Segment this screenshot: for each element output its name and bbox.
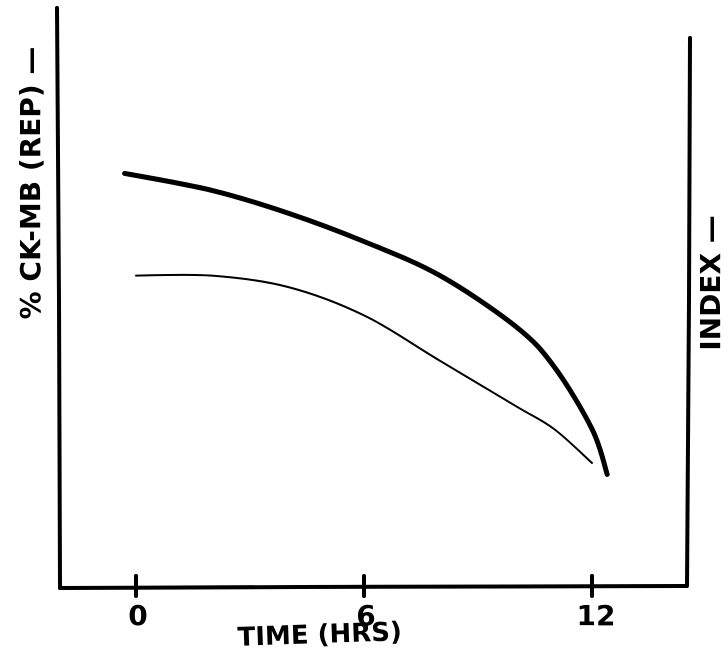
left-y-axis: [55, 6, 62, 590]
left-y-axis-label: % CK-MB (REP) —: [14, 47, 47, 320]
x-tick-label-6: 6: [356, 599, 375, 632]
series-group: [122, 170, 610, 477]
x-axis-label: TIME (HRS): [237, 617, 402, 653]
right-y-axis: [685, 36, 692, 588]
x-axis: [58, 584, 688, 590]
lower-series-line: [135, 273, 593, 464]
x-tick-labels: 0 6 12: [128, 599, 615, 632]
x-tick-marks: [134, 574, 594, 598]
axes: [55, 6, 692, 590]
x-tick-label-0: 0: [128, 599, 147, 632]
upper-series-line: [122, 170, 610, 477]
x-tick-label-12: 12: [577, 599, 616, 632]
right-y-axis-label: INDEX —: [694, 215, 727, 351]
